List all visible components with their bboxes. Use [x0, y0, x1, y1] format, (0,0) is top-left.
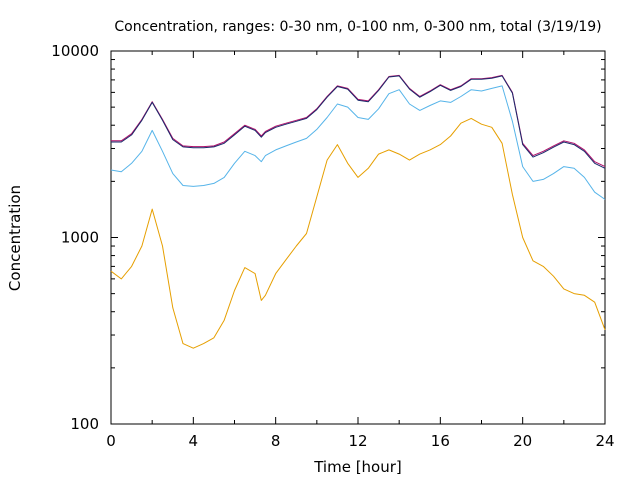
- y-axis-title: Concentration: [6, 185, 24, 291]
- x-tick-label: 16: [431, 432, 450, 450]
- y-tick-label: 1000: [61, 229, 99, 247]
- x-tick-label: 12: [348, 432, 367, 450]
- y-axis-ticks: 100 1000 10000: [51, 42, 605, 433]
- y-tick-label: 10000: [51, 42, 99, 60]
- y-tick-label: 100: [70, 415, 99, 433]
- plot-border: [110, 50, 606, 425]
- series-line-4: [111, 75, 606, 169]
- series-layer: [110, 74, 606, 349]
- x-tick-label: 0: [106, 432, 116, 450]
- series-line-3: [111, 74, 606, 168]
- series-line-2: [110, 85, 606, 200]
- x-tick-label: 8: [271, 432, 281, 450]
- plot-frame: [110, 50, 606, 425]
- x-axis-title: Time [hour]: [313, 458, 402, 476]
- x-tick-label: 20: [513, 432, 532, 450]
- chart-title: Concentration, ranges: 0-30 nm, 0-100 nm…: [114, 19, 601, 35]
- x-tick-label: 4: [189, 432, 199, 450]
- x-axis-ticks: 0 4 8 12 16 20 24: [106, 51, 615, 450]
- series-line-1: [110, 117, 606, 349]
- x-tick-label: 24: [595, 432, 614, 450]
